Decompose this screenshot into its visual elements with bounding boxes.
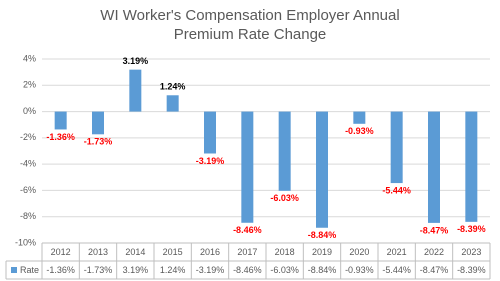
table-value: -8.47% [420, 265, 449, 275]
bar [54, 111, 67, 130]
data-label: -0.93% [345, 126, 374, 136]
table-category: 2022 [424, 247, 444, 257]
bar [428, 111, 440, 223]
y-tick-label: -8% [20, 211, 36, 221]
table-value: 1.24% [160, 265, 186, 275]
bar [316, 111, 328, 228]
bar [278, 111, 291, 191]
data-label: -8.47% [420, 225, 449, 235]
table-category: 2019 [312, 247, 332, 257]
data-label: -8.39% [457, 224, 486, 234]
legend-label: Rate [20, 265, 39, 275]
table-category: 2023 [461, 247, 481, 257]
data-label: -6.03% [270, 193, 299, 203]
table-category: 2020 [349, 247, 369, 257]
data-label: -8.46% [233, 225, 262, 235]
y-tick-label: -6% [20, 185, 36, 195]
table-value: 3.19% [123, 265, 149, 275]
data-label: 3.19% [123, 56, 149, 66]
table-value: -1.73% [84, 265, 113, 275]
data-label: -3.19% [196, 156, 225, 166]
bar [465, 111, 478, 222]
table-value: -8.39% [457, 265, 486, 275]
bar [129, 69, 142, 112]
table-value: -3.19% [196, 265, 225, 275]
bar [92, 111, 104, 135]
table-category: 2016 [200, 247, 220, 257]
data-label: 1.24% [160, 82, 186, 92]
bar [204, 111, 216, 154]
y-tick-label: 0% [23, 106, 36, 116]
table-category: 2014 [125, 247, 145, 257]
table-value: -6.03% [270, 265, 299, 275]
legend-key [11, 267, 17, 273]
table-category: 2017 [237, 247, 257, 257]
data-label: -5.44% [382, 185, 411, 195]
data-label: -1.73% [84, 137, 113, 147]
data-label: -8.84% [308, 230, 337, 240]
bar [390, 111, 403, 184]
table-category: 2018 [275, 247, 295, 257]
table-category: 2013 [88, 247, 108, 257]
y-tick-label: 2% [23, 80, 36, 90]
y-tick-label: -10% [15, 237, 36, 247]
bar [241, 111, 254, 223]
table-value: -5.44% [382, 265, 411, 275]
table-category: 2021 [387, 247, 407, 257]
table-category: 2012 [51, 247, 71, 257]
data-label: -1.36% [46, 132, 75, 142]
table-value: -8.84% [308, 265, 337, 275]
table-value: -0.93% [345, 265, 374, 275]
table-category: 2015 [163, 247, 183, 257]
y-tick-label: 4% [23, 53, 36, 63]
y-tick-label: -2% [20, 132, 36, 142]
chart-title: WI Worker's Compensation Employer Annual… [100, 7, 400, 43]
bar [353, 111, 366, 124]
table-value: -1.36% [46, 265, 75, 275]
table-value: -8.46% [233, 265, 262, 275]
y-tick-label: -4% [20, 159, 36, 169]
bar [166, 95, 179, 112]
